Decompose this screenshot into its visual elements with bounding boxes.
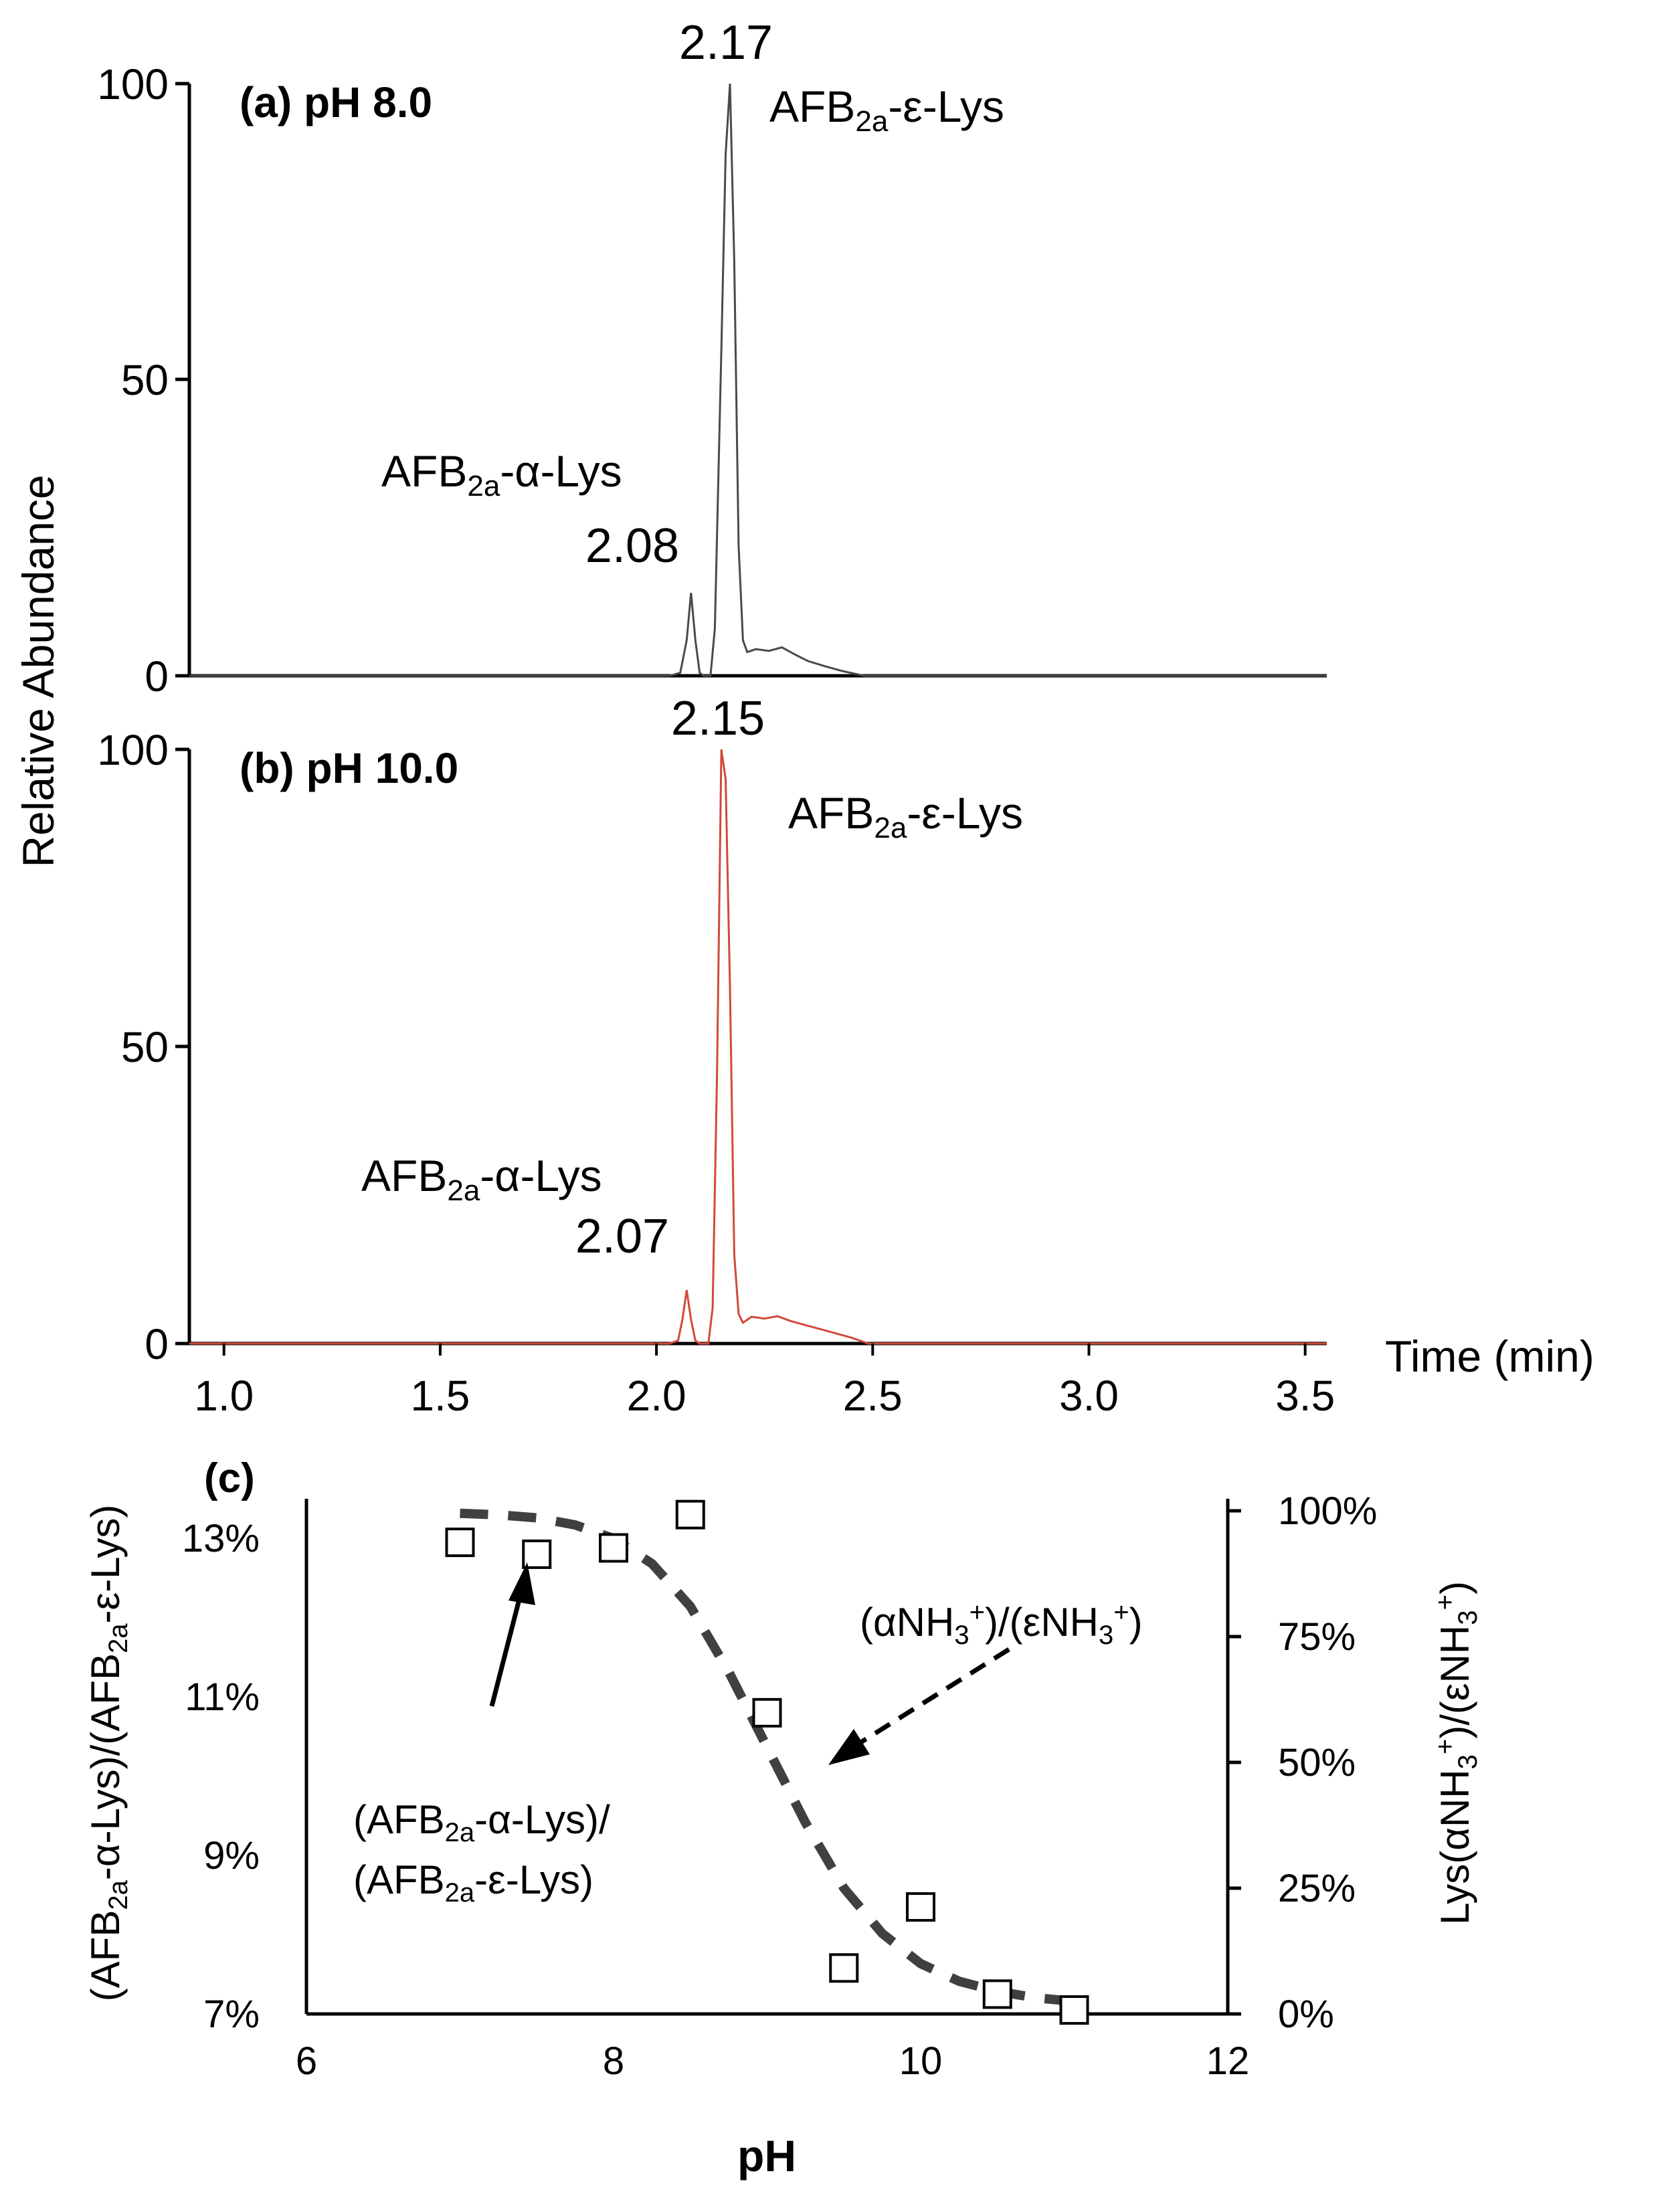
panel-c-dashed-curve	[460, 1508, 1075, 2007]
panel-c-data-point	[1059, 1995, 1089, 2025]
panel-c-dashed-arrow-shaft	[858, 1647, 1010, 1745]
panel-c-data-point	[675, 1499, 705, 1530]
panel-c-left-tick-label: 9%	[203, 1834, 260, 1877]
panel-a: 100 50 0 (a) pH 8.0 2.17 2.08 AFB2a-ε-Ly…	[97, 16, 1327, 701]
panel-b-label: (b) pH 10.0	[240, 744, 458, 792]
panel-b: 100 50 0 (b) pH 10.0 2.15 2.07 AFB2a-ε-L…	[97, 692, 1594, 1420]
panel-b-y-tick-label-100: 100	[97, 726, 169, 774]
panel-c-right-tick-label: 0%	[1278, 1993, 1334, 2036]
panel-c-right-ticks: 0% 25% 50% 75% 100%	[1228, 1489, 1377, 2036]
panel-a-y-tick-label-100: 100	[97, 60, 169, 108]
panel-c-label: (c)	[204, 1455, 255, 1501]
panel-a-peak-label-main: 2.17	[679, 16, 773, 70]
panel-b-x-tick-label: 1.5	[410, 1372, 470, 1420]
panel-c-right-tick-label: 75%	[1278, 1615, 1356, 1659]
panel-b-peak-label-minor: 2.07	[575, 1210, 669, 1263]
panel-b-x-ticks: 1.0 1.5 2.0 2.5 3.0 3.5	[194, 1344, 1335, 1420]
panel-c-alpha-epsilon-nh3-label: (αNH3+)/(εNH3+)	[860, 1598, 1143, 1650]
panel-b-epsilon-lys-label: AFB2a-ε-Lys	[788, 788, 1023, 844]
panel-c-square-markers	[445, 1499, 1089, 2025]
panel-a-y-tick-label-50: 50	[121, 356, 169, 404]
panel-b-peak-label-main: 2.15	[671, 692, 765, 745]
panel-b-alpha-lys-label: AFB2a-α-Lys	[361, 1151, 602, 1207]
panel-a-label: (a) pH 8.0	[240, 78, 432, 126]
panel-c-dashed-arrow-head	[828, 1729, 870, 1765]
panel-b-x-tick-label: 3.0	[1059, 1372, 1119, 1420]
panel-c-left-ticks: 7% 9% 11% 13%	[182, 1517, 260, 2036]
panel-c-solid-arrow-head	[509, 1562, 535, 1605]
panel-b-y-tick-label-0: 0	[145, 1320, 169, 1368]
panel-c-left-tick-label: 13%	[182, 1517, 260, 1560]
panel-c-solid-arrow-shaft	[489, 1588, 525, 1707]
panel-c-data-point	[445, 1528, 475, 1558]
panel-c-right-y-axis-label: Lys(αNH3+)/(εNH3+)	[1431, 1581, 1483, 1925]
y-axis-label-relative-abundance: Relative Abundance	[13, 474, 63, 867]
panel-c-data-point	[752, 1697, 782, 1728]
panel-c-right-tick-label: 100%	[1278, 1489, 1377, 1533]
panel-c-data-point	[906, 1892, 935, 1922]
panel-b-x-tick-label: 2.0	[627, 1372, 686, 1420]
panel-c-x-axis-label: pH	[737, 2131, 796, 2181]
panel-c-data-point	[829, 1953, 859, 1983]
panel-b-x-tick-label: 2.5	[843, 1372, 903, 1420]
panel-c-x-tick-label: 6	[296, 2039, 317, 2083]
panel-c-ratio-label-line2: (AFB2a-ε-Lys)	[353, 1857, 593, 1908]
panel-a-trace-line	[189, 83, 1327, 677]
panel-c-x-tick-label: 10	[899, 2039, 943, 2083]
panel-b-x-axis-label: Time (min)	[1385, 1331, 1594, 1381]
panel-b-trace-line	[189, 749, 1327, 1345]
panel-c-ratio-label-line1: (AFB2a-α-Lys)/	[353, 1797, 610, 1847]
panel-c-left-tick-label: 7%	[203, 1993, 260, 2036]
panel-c-x-tick-label: 12	[1206, 2039, 1250, 2083]
panel-c-data-point	[522, 1539, 552, 1569]
panel-c-data-point	[599, 1533, 628, 1563]
panel-a-epsilon-lys-label: AFB2a-ε-Lys	[769, 82, 1004, 138]
panel-c-left-y-axis-label: (AFB2a-α-Lys)/(AFB2a-ε-Lys)	[83, 1505, 133, 2002]
panel-c-right-tick-label: 25%	[1278, 1867, 1356, 1910]
panel-b-x-tick-label: 1.0	[194, 1372, 254, 1420]
panel-a-peak-label-minor: 2.08	[585, 519, 679, 573]
panel-c-x-ticks: 6 8 10 12	[296, 2039, 1249, 2083]
panel-c-data-point	[982, 1979, 1012, 2009]
panel-b-x-tick-label: 3.5	[1275, 1372, 1335, 1420]
panel-c-x-tick-label: 8	[603, 2039, 624, 2083]
panel-a-alpha-lys-label: AFB2a-α-Lys	[381, 446, 622, 502]
panel-c: (c) 7% 9% 11% 13% 0% 25% 50% 75% 100% 6 8 10 12 (α…	[83, 1455, 1483, 2181]
panel-c-left-tick-label: 11%	[185, 1675, 260, 1719]
panel-c-right-tick-label: 50%	[1278, 1741, 1356, 1784]
panel-b-y-tick-label-50: 50	[121, 1023, 169, 1071]
panel-a-y-tick-label-0: 0	[145, 652, 169, 701]
